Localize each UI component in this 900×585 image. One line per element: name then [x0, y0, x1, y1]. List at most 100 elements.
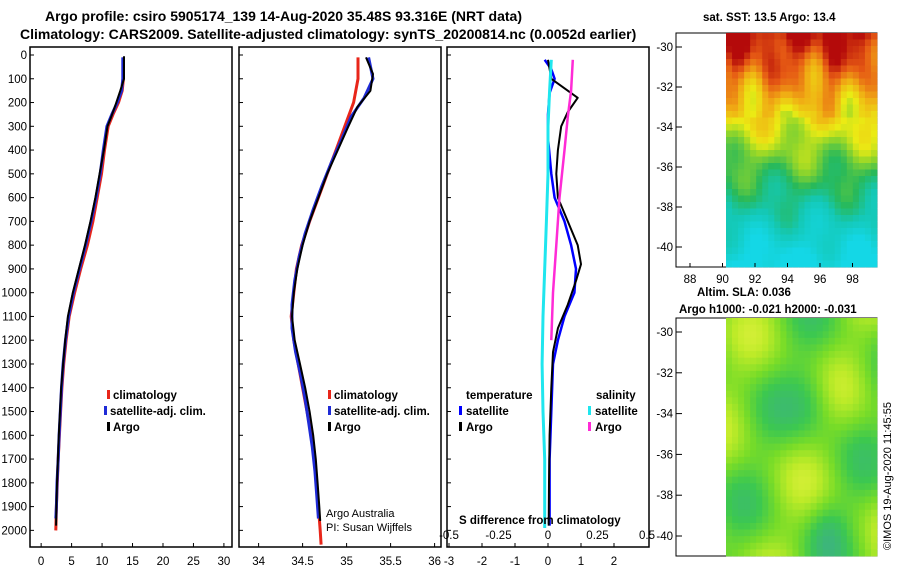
sla-cell	[870, 364, 878, 372]
sst-cell	[816, 169, 824, 177]
sst-cell	[846, 78, 854, 86]
sst-cell	[774, 52, 781, 60]
sla-cell	[834, 456, 842, 464]
sst-cell	[774, 85, 781, 92]
sst-cell	[786, 65, 793, 73]
sla-cell	[744, 370, 751, 378]
sst-cell	[870, 247, 878, 255]
sla-cell	[762, 390, 769, 398]
sst-cell	[768, 124, 775, 131]
sla-cell	[768, 483, 775, 491]
sla-cell	[834, 509, 842, 517]
sla-cell	[810, 390, 817, 398]
sla-cell	[816, 403, 824, 411]
sst-cell	[858, 247, 866, 255]
sst-cell	[804, 91, 811, 99]
sla-cell	[774, 529, 781, 537]
sst-cell	[744, 111, 751, 118]
x-tick-label: 5	[68, 556, 74, 568]
sst-cell	[780, 228, 787, 235]
sst-cell	[750, 215, 757, 222]
sst-cell	[804, 228, 811, 235]
sst-cell	[846, 137, 854, 144]
sst-cell	[738, 208, 745, 216]
sst-cell	[822, 104, 830, 112]
sla-cell	[768, 509, 775, 517]
sst-cell	[792, 169, 799, 177]
sla-cell	[756, 410, 763, 418]
sst-cell	[762, 182, 769, 190]
sla-cell	[786, 337, 793, 345]
sst-cell	[870, 78, 878, 86]
sla-cell	[834, 337, 842, 345]
sst-cell	[768, 189, 775, 196]
sst-cell	[768, 156, 775, 164]
sla-cell	[822, 456, 830, 464]
sst-cell	[732, 39, 739, 47]
sla-cell	[834, 522, 842, 530]
sla-cell	[840, 536, 848, 544]
sla-cell	[780, 450, 787, 458]
sst-cell	[786, 39, 793, 47]
sst-cell	[864, 104, 872, 112]
sla-cell	[858, 542, 866, 550]
sst-cell	[840, 39, 848, 47]
sla-cell	[798, 483, 805, 491]
depth-tick-label: 1100	[2, 311, 27, 323]
sst-title: sat. SST: 13.5 Argo: 13.4	[703, 12, 836, 24]
sst-cell	[738, 78, 745, 86]
sla-cell	[816, 384, 824, 392]
sla-cell	[726, 318, 733, 326]
sst-cell	[834, 59, 842, 66]
sla-cell	[750, 331, 757, 339]
sla-cell	[870, 542, 878, 550]
sst-cell	[870, 98, 878, 105]
sla-cell	[810, 417, 817, 425]
sst-cell	[750, 98, 757, 105]
sla-cell	[822, 542, 830, 550]
sla-cell	[816, 456, 824, 464]
sst-cell	[780, 202, 787, 209]
sst-cell	[762, 52, 769, 60]
sst-cell	[756, 52, 763, 60]
sla-cell	[804, 344, 811, 352]
sla-cell	[810, 463, 817, 471]
sst-cell	[804, 85, 811, 92]
sla-cell	[732, 344, 739, 352]
sla-cell	[864, 384, 872, 392]
sla-cell	[822, 403, 830, 411]
sla-cell	[726, 357, 733, 365]
sst-cell	[816, 156, 824, 164]
sla-cell	[744, 437, 751, 445]
sla-cell	[792, 443, 799, 451]
sla-cell	[774, 390, 781, 398]
sla-cell	[804, 496, 811, 504]
sst-cell	[798, 241, 805, 248]
sst-cell	[852, 182, 860, 190]
sst-cell	[870, 124, 878, 131]
sst-cell	[738, 169, 745, 177]
legend-temp-satellite: satellite	[466, 406, 509, 418]
sla-cell	[828, 377, 836, 385]
sst-cell	[798, 163, 805, 170]
sst-cell	[738, 228, 745, 235]
sst-cell	[726, 143, 733, 151]
sst-cell	[816, 46, 824, 53]
sla-cell	[780, 476, 787, 484]
sla-cell	[780, 331, 787, 339]
sst-cell	[864, 78, 872, 86]
sst-cell	[750, 130, 757, 138]
sla-cell	[834, 410, 842, 418]
sst-cell	[828, 78, 836, 86]
sst-cell	[756, 228, 763, 235]
sst-cell	[822, 156, 830, 164]
sla-cell	[738, 549, 745, 557]
sla-cell	[738, 318, 745, 326]
sla-cell	[852, 430, 860, 438]
sst-cell	[864, 247, 872, 255]
sla-cell	[792, 542, 799, 550]
sst-cell	[840, 130, 848, 138]
sst-cell	[846, 234, 854, 242]
salinity-diff-tick-label: -0.25	[485, 530, 511, 542]
x-tick-label: 34.5	[291, 556, 313, 568]
